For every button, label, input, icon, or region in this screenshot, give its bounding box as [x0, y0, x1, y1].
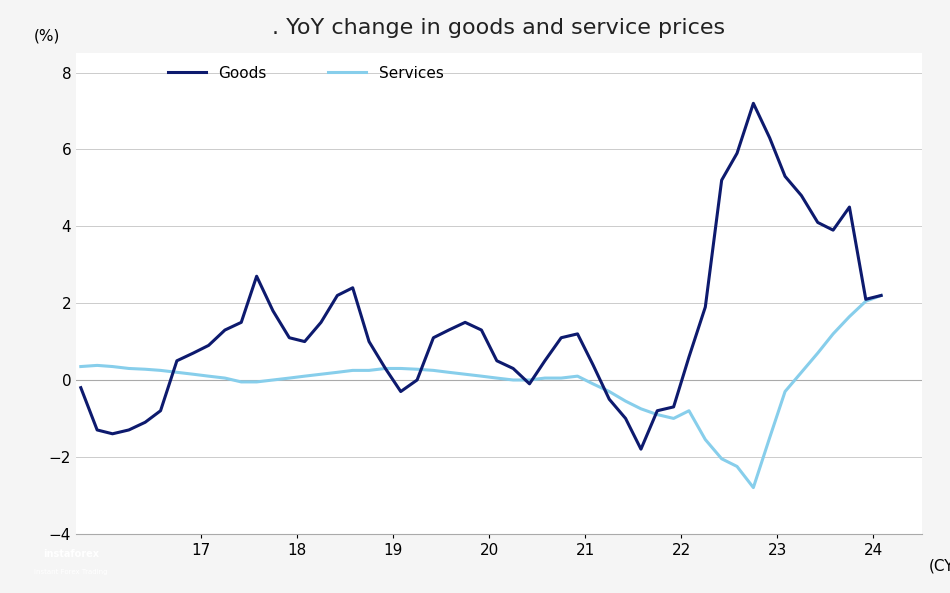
Goods: [860, 296, 871, 303]
Goods: [315, 319, 327, 326]
Line: Goods: Goods: [81, 103, 882, 449]
Goods: [251, 273, 262, 280]
Text: (CY): (CY): [928, 559, 950, 573]
Text: instaforex: instaforex: [44, 549, 99, 559]
Goods: [668, 403, 679, 410]
Services: [876, 292, 887, 299]
Services: [315, 371, 327, 378]
Services: [332, 369, 343, 376]
Services: [75, 363, 86, 370]
Services: [251, 378, 262, 385]
Services: [603, 388, 615, 395]
Goods: [332, 292, 343, 299]
Services: [748, 484, 759, 491]
Legend: Goods, Services: Goods, Services: [168, 66, 444, 81]
Services: [652, 411, 663, 418]
Goods: [876, 292, 887, 299]
Line: Services: Services: [81, 295, 882, 487]
Title: . YoY change in goods and service prices: . YoY change in goods and service prices: [273, 18, 725, 38]
Text: Instant Forex Trading: Instant Forex Trading: [34, 569, 108, 575]
Goods: [603, 396, 615, 403]
Goods: [748, 100, 759, 107]
Goods: [636, 445, 647, 452]
Text: (%): (%): [33, 29, 60, 44]
Services: [860, 298, 871, 305]
Goods: [75, 384, 86, 391]
